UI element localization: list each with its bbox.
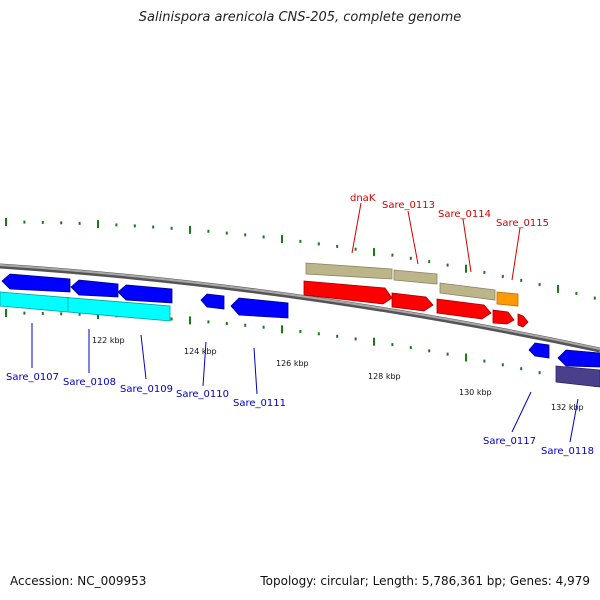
label-sare-0109[interactable]: Sare_0109 xyxy=(120,384,173,395)
cds-sare-0113[interactable] xyxy=(391,292,434,312)
genome-summary-text: Topology: circular; Length: 5,786,361 bp… xyxy=(260,574,590,588)
feature-purple[interactable] xyxy=(555,365,600,388)
cds-sare-0115[interactable] xyxy=(492,309,515,325)
forward-cds-track xyxy=(303,280,529,328)
cds-sare-0109[interactable] xyxy=(117,284,173,304)
scale-label-128: 128 kbp xyxy=(368,372,401,381)
reverse-label-leaders xyxy=(31,323,579,443)
cds-sare-0117[interactable] xyxy=(528,342,550,359)
label-sare-0110[interactable]: Sare_0110 xyxy=(176,389,229,400)
label-sare-0117[interactable]: Sare_0117 xyxy=(483,436,536,447)
reverse-feature-track xyxy=(0,291,600,388)
label-sare-0107[interactable]: Sare_0107 xyxy=(6,372,59,383)
label-sare-0118[interactable]: Sare_0118 xyxy=(541,446,594,457)
scale-label-126: 126 kbp xyxy=(276,359,309,368)
genome-backbone xyxy=(0,263,600,353)
forward-gene-track xyxy=(305,262,519,307)
scale-label-132: 132 kbp xyxy=(551,403,584,412)
outer-tick-row xyxy=(5,218,596,300)
label-dnaK[interactable]: dnaK xyxy=(350,193,376,204)
scale-label-122: 122 kbp xyxy=(92,336,125,345)
cds-small[interactable] xyxy=(517,313,529,328)
reverse-cds-track xyxy=(1,273,600,368)
label-sare-0111[interactable]: Sare_0111 xyxy=(233,398,286,409)
gene-feature-sare-0114[interactable] xyxy=(439,282,496,301)
label-sare-0113[interactable]: Sare_0113 xyxy=(382,200,435,211)
cds-sare-0111[interactable] xyxy=(230,297,289,319)
cds-dnaK[interactable] xyxy=(303,280,393,305)
cds-sare-0114[interactable] xyxy=(436,298,492,320)
gene-feature-sare-0115[interactable] xyxy=(496,291,519,307)
accession-text: Accession: NC_009953 xyxy=(10,574,147,588)
gene-feature-sare-0113[interactable] xyxy=(393,269,438,285)
label-sare-0108[interactable]: Sare_0108 xyxy=(63,377,116,388)
cds-sare-0110[interactable] xyxy=(200,293,225,310)
label-sare-0115[interactable]: Sare_0115 xyxy=(496,218,549,229)
label-sare-0114[interactable]: Sare_0114 xyxy=(438,209,491,220)
cds-sare-0118[interactable] xyxy=(557,349,600,368)
scale-label-124: 124 kbp xyxy=(184,347,217,356)
map-title: Salinispora arenicola CNS-205, complete … xyxy=(138,10,462,25)
scale-label-130: 130 kbp xyxy=(459,388,492,397)
cds-sare-0107[interactable] xyxy=(1,273,71,293)
feature-cyan[interactable] xyxy=(0,291,171,322)
gene-feature-dnaK[interactable] xyxy=(305,262,393,280)
forward-label-leaders xyxy=(351,202,521,281)
cds-sare-0108[interactable] xyxy=(70,279,119,298)
